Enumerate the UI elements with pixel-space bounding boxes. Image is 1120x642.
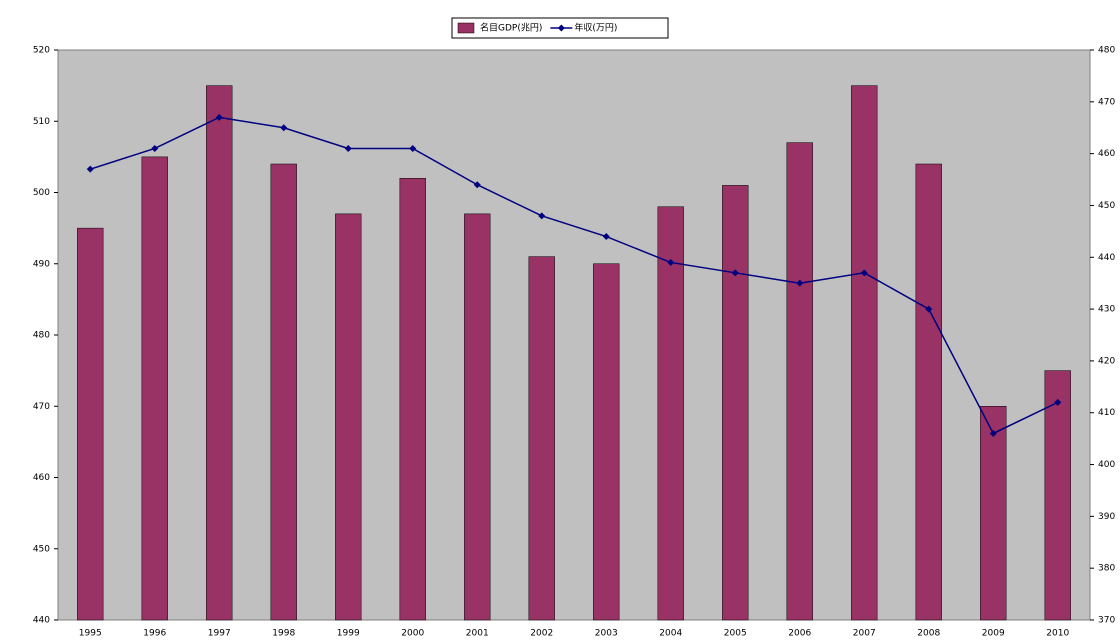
- x-tick-label: 2008: [917, 629, 940, 639]
- marker: [409, 144, 417, 152]
- bar: [593, 263, 620, 621]
- bar: [980, 406, 1007, 621]
- marker: [925, 305, 933, 313]
- bar: [915, 163, 942, 621]
- x-tick-label: 2002: [530, 629, 553, 639]
- marker: [796, 279, 804, 287]
- x-tick-label: 2007: [853, 629, 876, 639]
- y2-tick-label: 410: [1098, 408, 1115, 418]
- marker: [989, 429, 997, 437]
- bar: [786, 142, 813, 621]
- marker: [667, 258, 675, 266]
- line: [90, 116, 1059, 435]
- x-tick-label: 2001: [466, 629, 489, 639]
- y2-tick-label: 440: [1098, 253, 1115, 263]
- bar: [464, 213, 491, 621]
- bar: [657, 206, 684, 621]
- y2-tick-label: 400: [1098, 460, 1115, 470]
- marker: [1054, 398, 1062, 406]
- y2-tick-label: 480: [1098, 46, 1115, 56]
- y-tick-label: 470: [33, 402, 50, 412]
- legend-label: 名目GDP(兆円): [480, 22, 542, 34]
- marker: [860, 269, 868, 277]
- y-tick-label: 460: [33, 473, 50, 483]
- bar: [141, 156, 168, 621]
- y2-tick-label: 420: [1098, 356, 1115, 366]
- x-tick-label: 1997: [208, 629, 231, 639]
- x-tick-label: 1999: [337, 629, 360, 639]
- marker: [473, 181, 481, 189]
- y-tick-label: 520: [33, 46, 50, 56]
- marker: [731, 269, 739, 277]
- x-tick-label: 2006: [788, 629, 811, 639]
- legend-label: 年収(万円): [574, 22, 617, 34]
- bar: [399, 178, 426, 621]
- x-tick-label: 2003: [595, 629, 618, 639]
- x-tick-label: 1995: [79, 629, 102, 639]
- y-tick-label: 500: [33, 188, 50, 198]
- bar: [270, 163, 297, 621]
- bar: [77, 227, 104, 621]
- marker: [280, 124, 288, 132]
- x-tick-label: 2000: [401, 629, 424, 639]
- y2-tick-label: 390: [1098, 512, 1115, 522]
- bar: [1044, 370, 1071, 621]
- bar: [206, 85, 233, 621]
- y-tick-label: 480: [33, 331, 50, 341]
- bar: [335, 213, 362, 621]
- y2-tick-label: 460: [1098, 149, 1115, 159]
- marker: [215, 113, 223, 121]
- marker: [602, 233, 610, 241]
- legend-marker: [557, 24, 565, 32]
- y-tick-label: 440: [33, 616, 50, 626]
- y-tick-label: 490: [33, 259, 50, 269]
- x-tick-label: 2009: [982, 629, 1005, 639]
- y2-tick-label: 380: [1098, 564, 1115, 574]
- y-tick-label: 450: [33, 544, 50, 554]
- y-tick-label: 510: [33, 117, 50, 127]
- y2-tick-label: 450: [1098, 201, 1115, 211]
- legend-swatch: [457, 22, 475, 34]
- marker: [538, 212, 546, 220]
- x-tick-label: 2004: [659, 629, 682, 639]
- y2-tick-label: 470: [1098, 97, 1115, 107]
- x-tick-label: 2010: [1046, 629, 1069, 639]
- y2-tick-label: 430: [1098, 305, 1115, 315]
- x-tick-label: 1996: [143, 629, 166, 639]
- bar: [851, 85, 878, 621]
- bar: [528, 256, 555, 621]
- marker: [344, 144, 352, 152]
- x-tick-label: 2005: [724, 629, 747, 639]
- bar: [722, 185, 749, 621]
- x-tick-label: 1998: [272, 629, 295, 639]
- marker: [151, 144, 159, 152]
- marker: [86, 165, 94, 173]
- y2-tick-label: 370: [1098, 616, 1115, 626]
